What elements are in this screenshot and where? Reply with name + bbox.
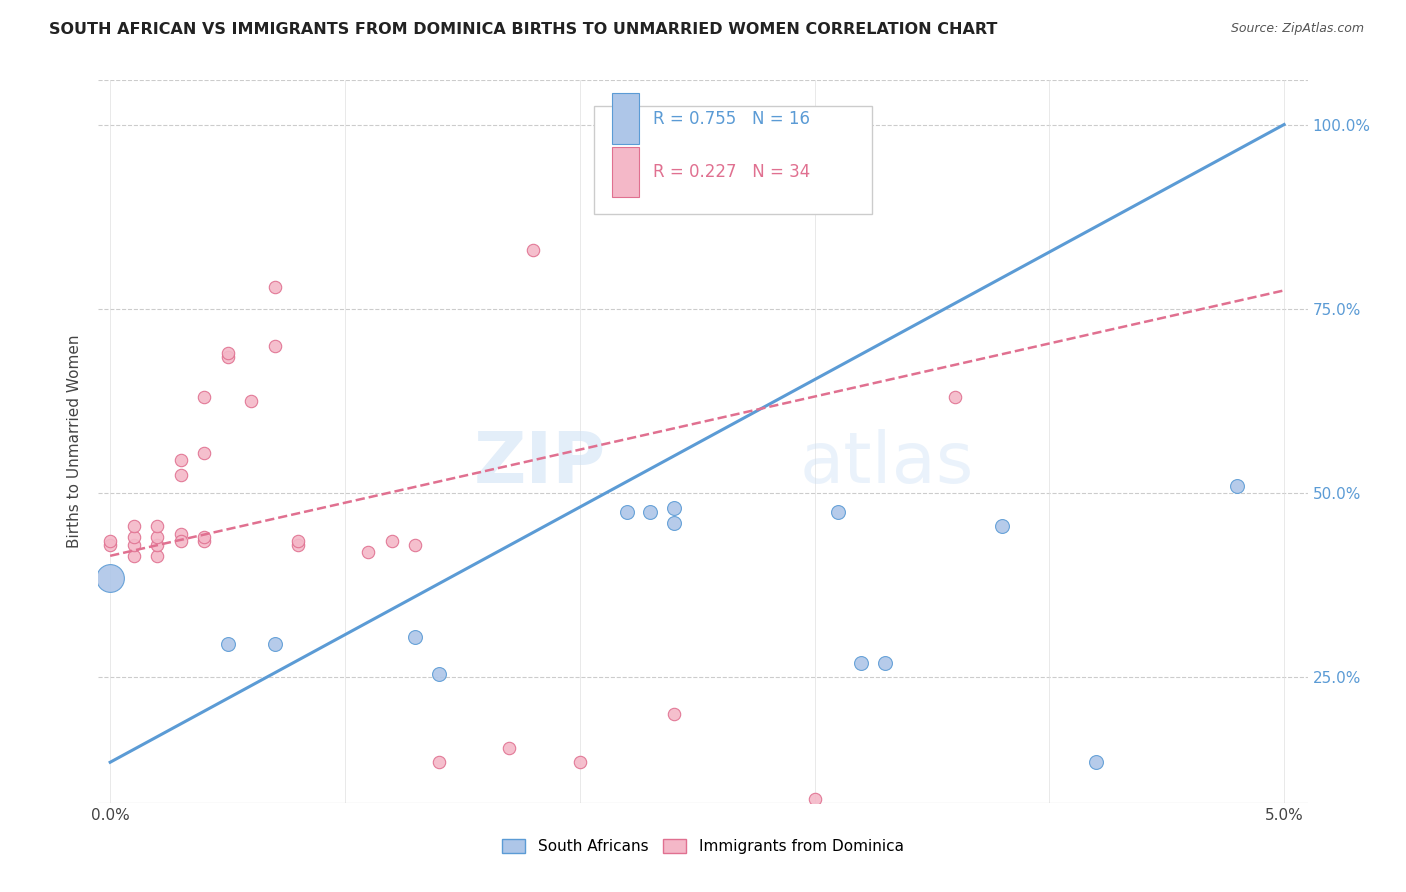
Point [169, 534, 191, 549]
Text: R = 0.755   N = 16: R = 0.755 N = 16 [654, 110, 810, 128]
Point [98, 571, 121, 585]
Point [1085, 756, 1108, 770]
Point [217, 346, 239, 360]
Point [991, 519, 1014, 533]
Text: atlas: atlas [800, 429, 974, 498]
Point [498, 740, 520, 755]
Y-axis label: Births to Unmarried Women: Births to Unmarried Women [67, 334, 83, 549]
Point [381, 534, 404, 549]
Point [263, 279, 285, 293]
Text: ZIP: ZIP [474, 429, 606, 498]
Point [263, 339, 285, 353]
Point [568, 756, 591, 770]
Point [404, 630, 426, 644]
Point [945, 390, 967, 404]
Point [287, 534, 309, 549]
Point [427, 666, 450, 681]
Point [193, 390, 215, 404]
Point [122, 549, 145, 563]
Point [193, 530, 215, 544]
Point [122, 519, 145, 533]
Point [263, 637, 285, 651]
Point [169, 467, 191, 482]
Point [146, 519, 169, 533]
Point [169, 453, 191, 467]
Point [851, 656, 873, 670]
Point [522, 243, 544, 257]
Point [756, 118, 779, 132]
Point [169, 526, 191, 541]
Text: SOUTH AFRICAN VS IMMIGRANTS FROM DOMINICA BIRTHS TO UNMARRIED WOMEN CORRELATION : SOUTH AFRICAN VS IMMIGRANTS FROM DOMINIC… [49, 22, 998, 37]
Point [217, 350, 239, 364]
Legend: South Africans, Immigrants from Dominica: South Africans, Immigrants from Dominica [496, 833, 910, 860]
Point [240, 394, 263, 409]
Point [827, 505, 849, 519]
Point [122, 538, 145, 552]
Point [193, 445, 215, 459]
Point [803, 792, 825, 806]
Point [217, 637, 239, 651]
Point [98, 534, 121, 549]
Point [122, 530, 145, 544]
Point [427, 756, 450, 770]
Point [662, 500, 685, 515]
Point [98, 538, 121, 552]
Point [357, 545, 380, 559]
FancyBboxPatch shape [613, 94, 638, 144]
Point [193, 534, 215, 549]
Point [873, 656, 896, 670]
Point [146, 538, 169, 552]
FancyBboxPatch shape [613, 147, 638, 197]
Point [638, 505, 661, 519]
Text: Source: ZipAtlas.com: Source: ZipAtlas.com [1230, 22, 1364, 36]
Point [1226, 479, 1249, 493]
Point [662, 516, 685, 530]
Point [146, 530, 169, 544]
Point [662, 707, 685, 722]
Point [287, 538, 309, 552]
Point [616, 505, 638, 519]
Point [404, 538, 426, 552]
FancyBboxPatch shape [595, 105, 872, 214]
Text: R = 0.227   N = 34: R = 0.227 N = 34 [654, 163, 811, 181]
Point [146, 549, 169, 563]
